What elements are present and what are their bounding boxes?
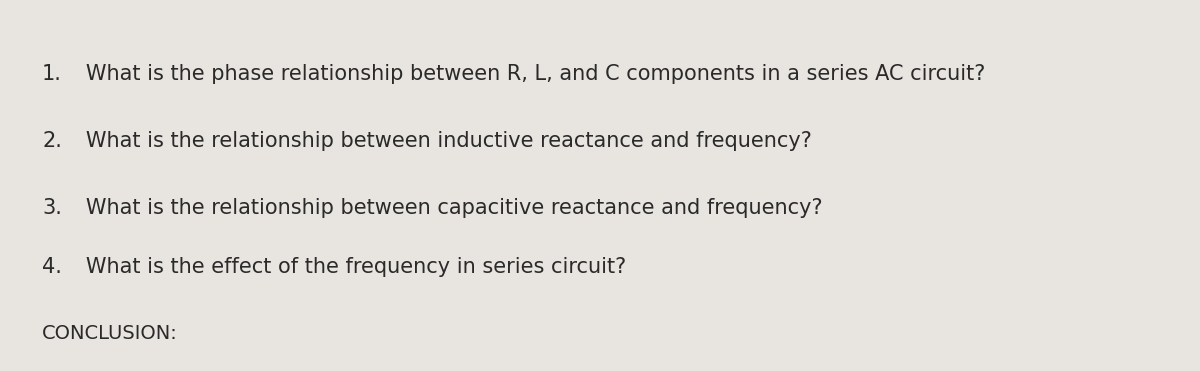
Text: What is the phase relationship between R, L, and C components in a series AC cir: What is the phase relationship between R… xyxy=(66,64,985,84)
Text: 1.: 1. xyxy=(42,64,62,84)
Text: 3.: 3. xyxy=(42,198,62,218)
Text: What is the relationship between capacitive reactance and frequency?: What is the relationship between capacit… xyxy=(66,198,823,218)
Text: What is the effect of the frequency in series circuit?: What is the effect of the frequency in s… xyxy=(66,257,626,277)
Text: 4.: 4. xyxy=(42,257,62,277)
Text: What is the relationship between inductive reactance and frequency?: What is the relationship between inducti… xyxy=(66,131,812,151)
Text: 2.: 2. xyxy=(42,131,62,151)
Text: CONCLUSION:: CONCLUSION: xyxy=(42,324,178,344)
